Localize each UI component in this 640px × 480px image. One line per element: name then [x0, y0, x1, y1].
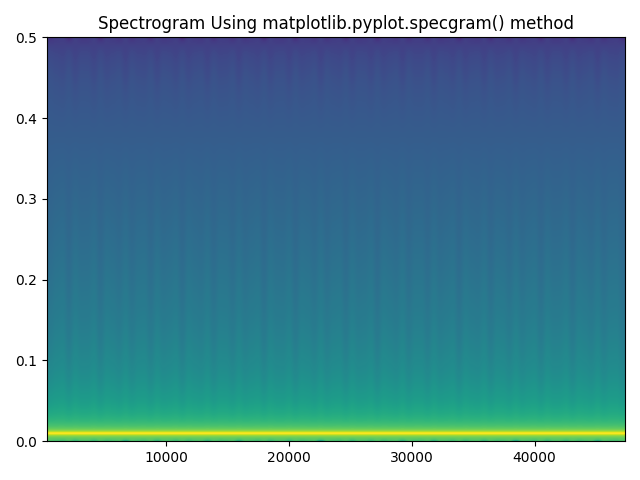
Title: Spectrogram Using matplotlib.pyplot.specgram() method: Spectrogram Using matplotlib.pyplot.spec… — [98, 15, 574, 33]
